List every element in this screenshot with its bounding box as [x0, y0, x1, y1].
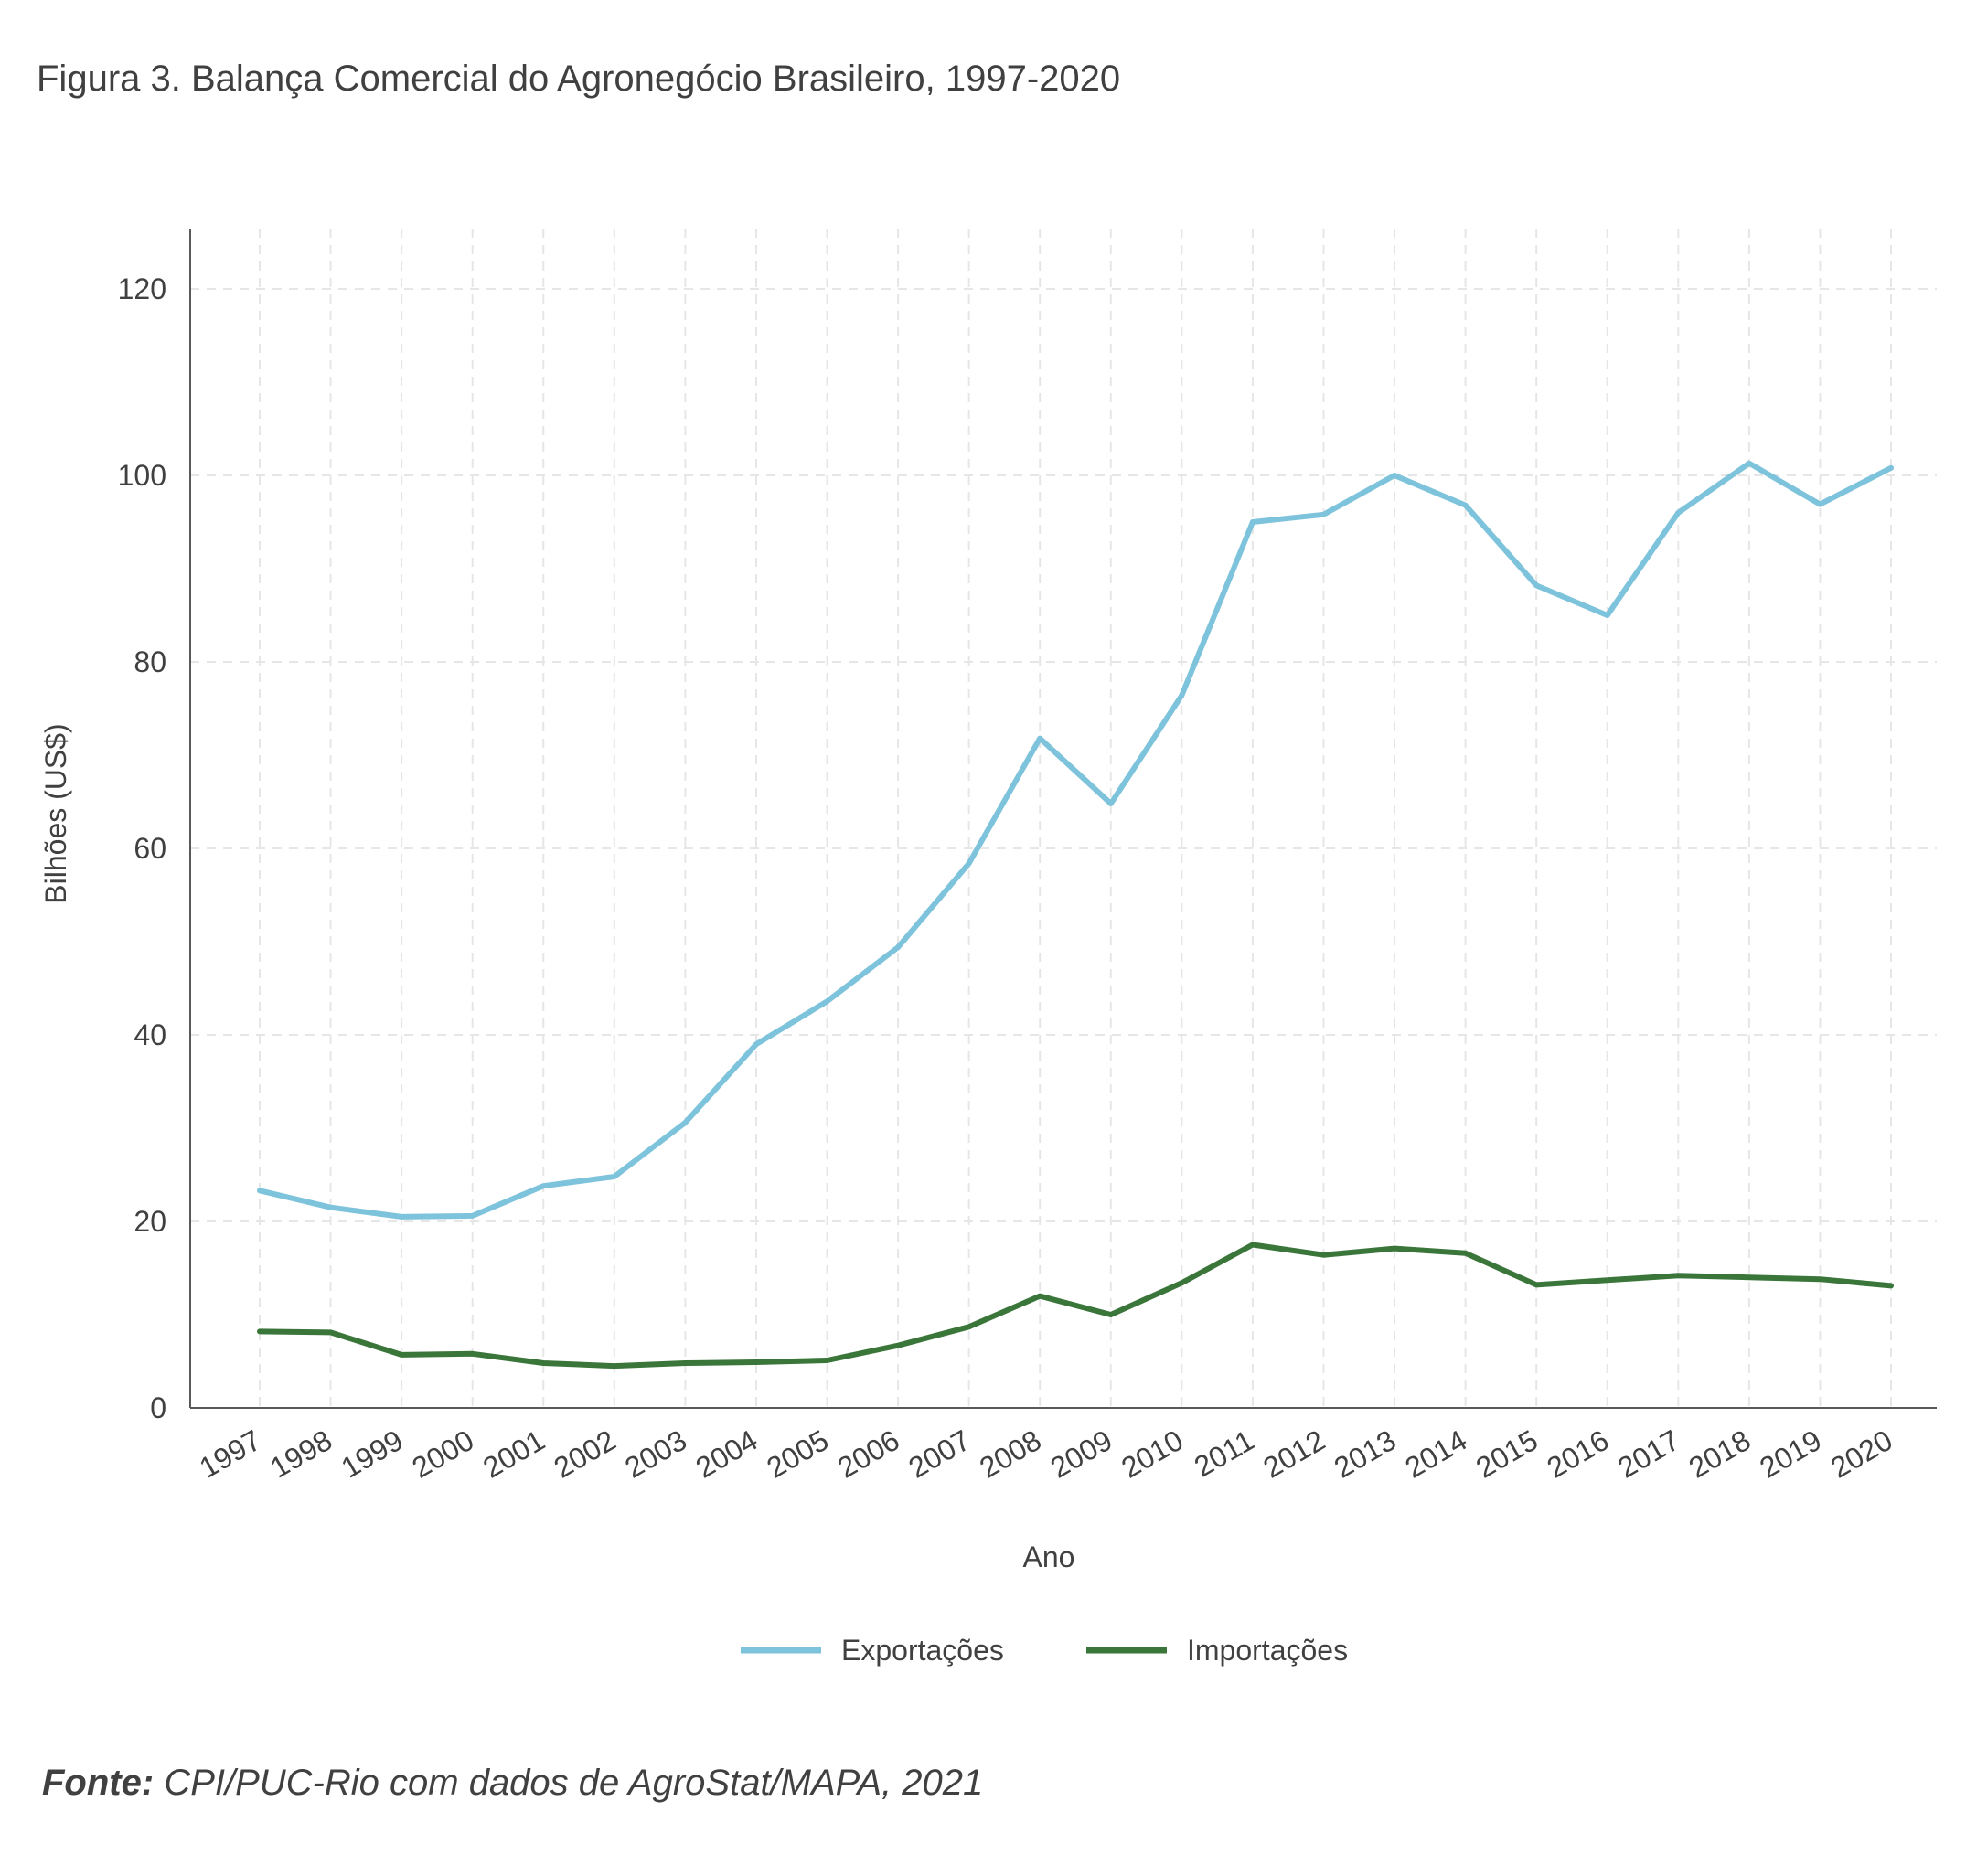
x-tick-label: 2000 [407, 1423, 480, 1485]
x-tick-label: 2008 [974, 1423, 1047, 1485]
legend-label: Importações [1187, 1634, 1348, 1667]
data-point [1039, 1295, 1041, 1297]
data-point [1535, 1284, 1537, 1285]
data-point [755, 1043, 757, 1045]
data-point [330, 1331, 332, 1333]
data-point [968, 862, 970, 864]
y-tick-label: 20 [134, 1205, 166, 1238]
source-text: CPI/PUC-Rio com dados de AgroStat/MAPA, … [164, 1763, 984, 1803]
x-tick-label: 2005 [761, 1423, 834, 1485]
x-tick-label: 2001 [477, 1423, 550, 1485]
figure-title: Figura 3. Balança Comercial do Agronegóc… [37, 59, 1121, 99]
chart-axes [189, 229, 1937, 1409]
x-tick-label: 1997 [194, 1423, 267, 1485]
x-tick-label: 2018 [1683, 1423, 1757, 1485]
source-label: Fonte: [42, 1763, 155, 1803]
x-tick-label: 2013 [1329, 1423, 1402, 1485]
data-point [1465, 505, 1467, 506]
data-point [1252, 1244, 1254, 1245]
x-tick-label: 2007 [903, 1423, 977, 1485]
x-tick-label: 2020 [1825, 1423, 1898, 1485]
data-point [472, 1353, 474, 1355]
data-point [897, 1345, 899, 1347]
y-tick-label: 80 [134, 645, 166, 678]
x-tick-label: 2006 [832, 1423, 905, 1485]
y-tick-label: 120 [118, 272, 166, 305]
data-point [1110, 803, 1112, 805]
data-point [827, 1000, 828, 1002]
x-tick-label: 1998 [264, 1423, 337, 1485]
data-point [542, 1362, 544, 1364]
data-point [755, 1361, 757, 1363]
y-tick-label: 100 [118, 459, 166, 492]
data-point [1394, 1248, 1395, 1250]
x-tick-label: 2019 [1754, 1423, 1827, 1485]
data-point [1819, 504, 1821, 506]
data-point [1039, 738, 1041, 740]
data-point [684, 1362, 686, 1364]
data-point [684, 1122, 686, 1124]
data-point [1677, 512, 1679, 514]
data-point [1819, 1278, 1821, 1280]
x-tick-label: 2011 [1189, 1423, 1260, 1484]
data-point [401, 1216, 402, 1218]
data-point [472, 1215, 474, 1217]
data-point [1607, 614, 1608, 616]
data-point [1322, 1254, 1324, 1256]
data-point [897, 946, 899, 948]
data-point [1252, 521, 1254, 523]
x-axis-label: Ano [1023, 1540, 1075, 1573]
x-tick-label: 1999 [336, 1423, 409, 1485]
x-tick-label: 2015 [1470, 1423, 1544, 1485]
legend-label: Exportações [841, 1634, 1004, 1667]
data-point [401, 1354, 402, 1356]
data-point [1181, 695, 1182, 697]
data-point [1394, 474, 1395, 476]
data-point [1181, 1282, 1182, 1284]
x-tick-label: 2017 [1612, 1423, 1685, 1485]
chart-legend: Exportações Importações [741, 1634, 1348, 1667]
x-tick-label: 2016 [1542, 1423, 1615, 1485]
source-note: Fonte: CPI/PUC-Rio com dados de AgroStat… [42, 1763, 983, 1804]
y-tick-label: 60 [134, 832, 166, 865]
data-point [1465, 1252, 1467, 1254]
data-point [1890, 467, 1892, 469]
x-tick-label: 2014 [1399, 1423, 1472, 1485]
series-lines [257, 460, 1894, 1370]
x-tick-label: 2003 [619, 1423, 692, 1485]
data-point [1748, 1276, 1750, 1278]
data-point [542, 1185, 544, 1187]
grid-lines [190, 229, 1937, 1408]
y-axis-label: Bilhões (US$) [39, 723, 72, 903]
y-tick-label: 0 [150, 1391, 166, 1424]
data-point [1322, 514, 1324, 516]
y-tick-label: 40 [134, 1018, 166, 1051]
x-tick-label: 2012 [1257, 1423, 1330, 1485]
x-axis-ticks: 1997199819992000200120022003200420052006… [194, 1423, 1898, 1485]
data-point [259, 1189, 261, 1191]
data-point [1110, 1314, 1112, 1316]
data-point [1607, 1279, 1608, 1281]
x-tick-label: 2009 [1045, 1423, 1118, 1485]
data-point [827, 1359, 828, 1361]
y-axis-ticks: 0 20 40 60 80 100 120 [118, 272, 166, 1424]
data-point [1748, 463, 1750, 464]
x-tick-label: 2002 [549, 1423, 622, 1485]
data-point [1535, 584, 1537, 586]
x-tick-label: 2004 [690, 1423, 764, 1485]
data-point [259, 1330, 261, 1332]
data-point [1677, 1274, 1679, 1276]
data-point [1890, 1284, 1892, 1286]
data-point [330, 1207, 332, 1209]
x-tick-label: 2010 [1116, 1423, 1189, 1485]
series-line-importações [257, 1242, 1894, 1370]
series-line-exportações [257, 460, 1894, 1220]
